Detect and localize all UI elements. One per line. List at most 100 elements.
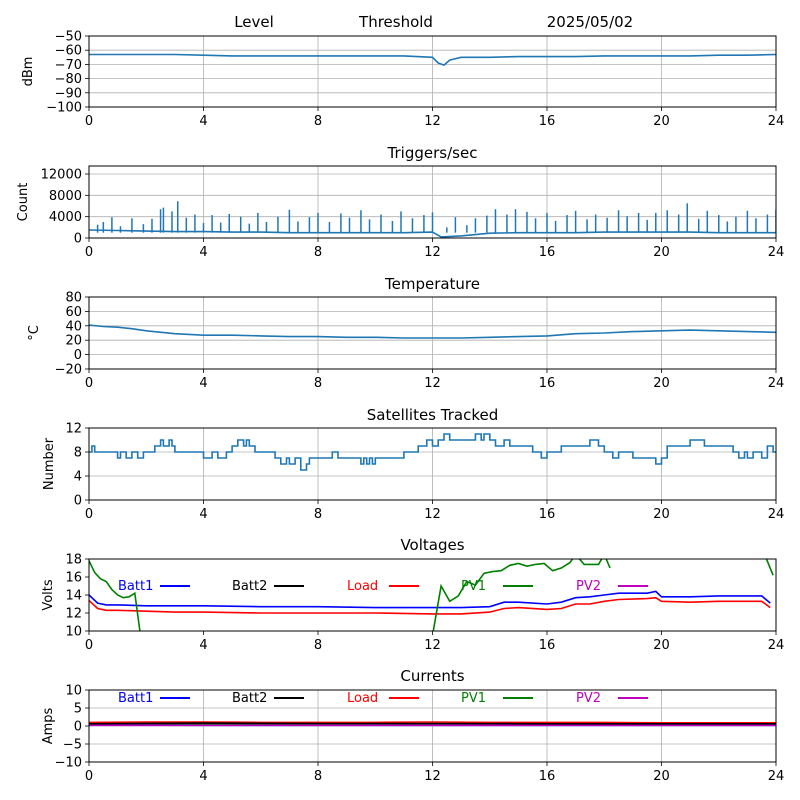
x-tick-label: 20: [653, 769, 670, 784]
x-tick-label: 0: [85, 507, 93, 522]
chart-title: Temperature: [384, 275, 480, 293]
series-line-0: [89, 324, 776, 339]
series-line-4: [89, 722, 776, 725]
y-axis-label: Count: [16, 183, 31, 222]
x-tick-label: 16: [539, 245, 556, 260]
y-axis-label: Amps: [41, 707, 56, 744]
x-tick-label: 12: [424, 769, 441, 784]
x-tick-label: 16: [539, 114, 556, 129]
x-tick-label: 16: [539, 769, 556, 784]
y-tick-label: 14: [65, 589, 82, 604]
series-line-1: [89, 596, 771, 615]
x-tick-label: 0: [85, 769, 93, 784]
y-tick-label: −10: [55, 756, 82, 771]
plot-area: [89, 324, 776, 339]
y-tick-label: 8: [74, 446, 82, 461]
x-tick-label: 24: [768, 245, 785, 260]
y-tick-label: 8000: [49, 189, 82, 204]
x-tick-label: 20: [653, 245, 670, 260]
y-tick-label: 4: [74, 470, 82, 485]
series-line-2: [432, 559, 611, 631]
legend-label: Batt1: [118, 691, 153, 706]
x-tick-label: 20: [653, 638, 670, 653]
legend-label: Load: [347, 691, 378, 706]
series-line-2: [765, 559, 774, 576]
legend-label: Load: [347, 579, 378, 594]
y-tick-label: 12: [65, 607, 82, 622]
x-tick-label: 8: [314, 114, 322, 129]
y-tick-label: 80: [65, 291, 82, 306]
legend-label: PV1: [461, 691, 486, 706]
x-tick-label: 8: [314, 507, 322, 522]
x-tick-label: 12: [424, 245, 441, 260]
y-tick-label: 18: [65, 553, 82, 568]
y-tick-label: −5: [63, 738, 82, 753]
x-tick-label: 12: [424, 376, 441, 391]
plot-area: [89, 201, 776, 238]
x-tick-label: 4: [199, 376, 207, 391]
y-tick-label: −90: [55, 86, 82, 101]
x-tick-label: 4: [199, 769, 207, 784]
plot-area: [89, 433, 776, 471]
y-tick-label: 12000: [41, 168, 82, 183]
chart-title: Currents: [400, 667, 464, 685]
x-tick-label: 20: [653, 507, 670, 522]
plot-area: [89, 559, 774, 631]
y-tick-label: 20: [65, 334, 82, 349]
y-axis-label: °C: [27, 325, 42, 341]
plot-area: [89, 53, 776, 67]
y-tick-label: −50: [55, 30, 82, 45]
x-tick-label: 0: [85, 376, 93, 391]
x-tick-label: 12: [424, 114, 441, 129]
series-line-0: [89, 433, 776, 471]
legend-label: Batt2: [232, 691, 267, 706]
x-tick-label: 20: [653, 376, 670, 391]
y-tick-label: 4000: [49, 210, 82, 225]
legend-label: PV1: [461, 579, 486, 594]
y-tick-label: 16: [65, 571, 82, 586]
chart-title-part-1: Threshold: [358, 13, 433, 31]
x-tick-label: 12: [424, 638, 441, 653]
chart-title-part-0: Level: [234, 13, 274, 31]
plot-area: [89, 721, 776, 727]
y-axis-label: dBm: [21, 57, 36, 87]
y-tick-label: 12: [65, 422, 82, 437]
legend-label: Batt1: [118, 579, 153, 594]
chart-panel-1: 0 4 8 12 16 20 24 0 4000 8000 12000 Count Triggers/s…: [16, 144, 784, 260]
y-tick-label: 10: [65, 684, 82, 699]
series-line-3: [89, 721, 776, 724]
y-tick-label: −100: [46, 101, 82, 116]
y-tick-label: 0: [74, 348, 82, 363]
y-tick-label: −20: [55, 363, 82, 378]
chart-title: Satellites Tracked: [367, 406, 498, 424]
x-tick-label: 4: [199, 507, 207, 522]
x-tick-label: 4: [199, 638, 207, 653]
chart-title-part-2: 2025/05/02: [547, 13, 633, 31]
legend-label: Batt2: [232, 579, 267, 594]
x-tick-label: 8: [314, 376, 322, 391]
x-tick-label: 4: [199, 245, 207, 260]
x-tick-label: 0: [85, 638, 93, 653]
x-tick-label: 24: [768, 114, 785, 129]
y-tick-label: 0: [74, 494, 82, 509]
chart-title: Triggers/sec: [387, 144, 478, 162]
chart-panel-4: 0 4 8 12 16 20 24 10 12 14 16 18 Volts Voltages Batt1 B…: [41, 536, 784, 653]
x-tick-label: 8: [314, 245, 322, 260]
chart-panel-0: 0 4 8 12 16 20 24 −50−60−70−80−90−100 dBm Level Th…: [21, 13, 784, 129]
x-tick-label: 16: [539, 507, 556, 522]
legend-label: PV2: [576, 579, 601, 594]
y-tick-label: 10: [65, 625, 82, 640]
x-tick-label: 24: [768, 638, 785, 653]
series-line-0: [89, 53, 776, 67]
y-tick-label: 0: [74, 720, 82, 735]
series-line-2: [89, 560, 141, 631]
x-tick-label: 8: [314, 769, 322, 784]
x-tick-label: 20: [653, 114, 670, 129]
y-tick-label: 5: [74, 702, 82, 717]
x-tick-label: 24: [768, 507, 785, 522]
chart-title: Voltages: [400, 536, 464, 554]
x-tick-label: 12: [424, 507, 441, 522]
y-tick-label: 60: [65, 305, 82, 320]
